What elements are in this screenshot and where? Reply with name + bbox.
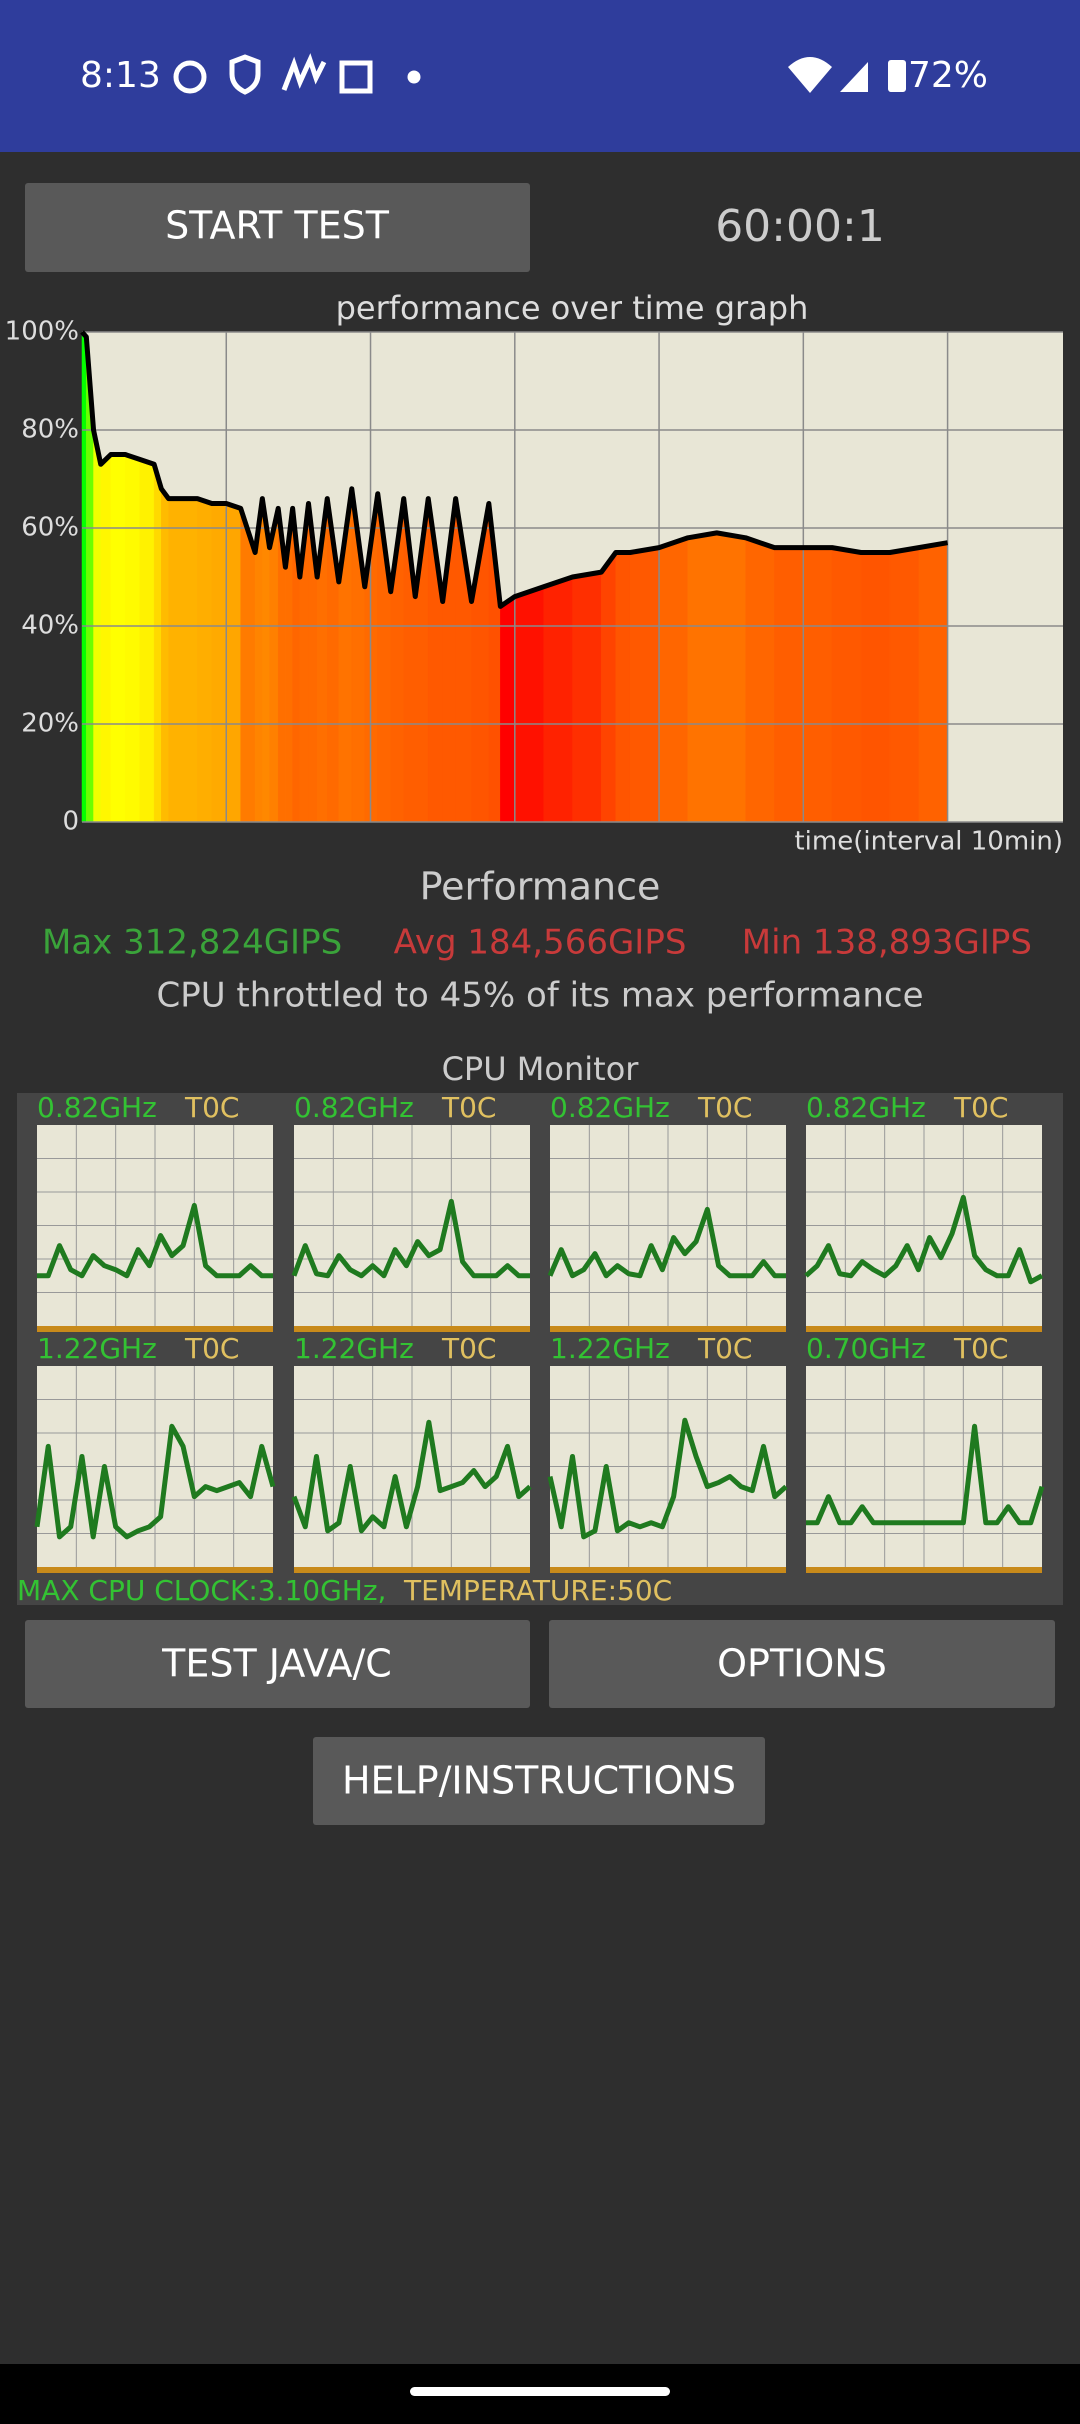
y-tick-label: 40% [21,611,79,641]
area-slice [211,503,227,823]
core-bar [550,1326,786,1332]
core-bar [294,1567,530,1573]
core-bar [806,1567,1042,1573]
throttle-note: CPU throttled to 45% of its max performa… [156,976,923,1016]
performance-line [80,330,949,609]
area-slice [161,488,169,823]
core-bar [37,1326,273,1332]
area-slice [139,459,155,823]
area-slice [269,508,279,823]
area-slice [168,498,184,823]
core-line [291,1198,530,1279]
y-tick-label: 0 [62,807,79,837]
core-line [37,1202,273,1279]
area-slice [153,464,162,823]
core-bar [550,1567,786,1573]
cpu-monitor-title: CPU Monitor [442,1050,640,1088]
cores: 0.82GHz T0C 0.82GHz T0C 0.82GHz T0C 0.82GHz T0C… [34,1091,1045,1573]
area-slice [572,571,602,823]
core-frequency: 0.82GHz [37,1091,157,1124]
start-button[interactable]: START TEST [25,183,530,272]
avg-performance: Avg 184,566GIPS [394,923,687,963]
battery: 72% [908,55,988,96]
status-icons [173,53,421,95]
area-slice [831,547,862,823]
core-line [804,1194,1044,1285]
area-slice [889,547,919,823]
core-frequency: 1.22GHz [37,1332,157,1365]
timer: 60:00:1 [715,201,885,252]
area-slice [125,454,140,823]
core-temperature: T0C [441,1332,496,1365]
y-tick-label: 20% [21,709,79,739]
max-performance: Max 312,824GIPS [42,923,342,963]
performance-title: Performance [420,865,661,909]
core-temperature: T0C [184,1332,239,1365]
x-axis-label: time(interval 10min) [794,827,1063,857]
core-line [291,1419,532,1534]
clock: 8:13 [80,55,161,96]
core-frequency: 0.82GHz [806,1091,926,1124]
area-slice [100,453,112,823]
area-slice [860,552,891,823]
area-slice [745,537,775,823]
core-frequency: 1.22GHz [550,1332,670,1365]
y-tick-label: 60% [21,513,79,543]
area-slice [81,331,87,823]
core-line [547,1206,786,1279]
core-temperature: T0C [953,1332,1008,1365]
area-slice [110,454,126,823]
y-tick-label: 80% [21,415,79,445]
core-temperature: T0C [697,1091,752,1124]
core-frequency: 0.82GHz [550,1091,670,1124]
test-button[interactable]: TEST JAVA/C [25,1620,530,1708]
core-temperature: T0C [697,1332,752,1365]
area-slice [226,503,241,823]
help-label: HELP/INSTRUCTIONS [342,1759,736,1803]
area-slice [687,532,718,823]
options-button[interactable]: OPTIONS [549,1620,1055,1708]
area-slice [500,596,516,823]
core-line [34,1423,276,1540]
core-frequency: 0.70GHz [806,1332,926,1365]
system-icons [788,57,906,93]
min-performance: Min 138,893GIPS [742,923,1032,963]
area-slice [182,498,198,823]
area-slice [716,532,746,823]
area-slice [240,508,256,823]
test-label: TEST JAVA/C [161,1642,392,1686]
core-line [806,1423,1045,1526]
area-slice [601,551,617,823]
core-frequency: 0.82GHz [294,1091,414,1124]
core-bar [806,1326,1042,1332]
core-bar [37,1567,273,1573]
help-button[interactable]: HELP/INSTRUCTIONS [313,1737,765,1825]
area-slice [629,547,660,823]
area-slice [615,552,631,823]
area-slice [918,542,948,823]
start-label: START TEST [165,204,390,248]
home-handle[interactable] [410,2387,670,2396]
grid [82,331,1063,823]
core-temperature: T0C [953,1091,1008,1124]
max-clock: MAX CPU CLOCK:3.10GHz, [17,1574,386,1607]
core-temperature: T0C [184,1091,239,1124]
area-slice [543,576,573,823]
options-label: OPTIONS [717,1642,887,1686]
temperature: TEMPERATURE:50C [403,1574,672,1607]
core-temperature: T0C [441,1091,496,1124]
area-slice [197,498,213,823]
core-frequency: 1.22GHz [294,1332,414,1365]
area-slice [803,547,833,823]
y-tick-label: 100% [5,317,79,347]
graph-title: performance over time graph [336,289,809,327]
core-bar [294,1326,530,1332]
area-slice [514,586,544,823]
core-line [547,1417,788,1540]
area-slice [658,537,689,823]
area-slice [774,547,804,823]
